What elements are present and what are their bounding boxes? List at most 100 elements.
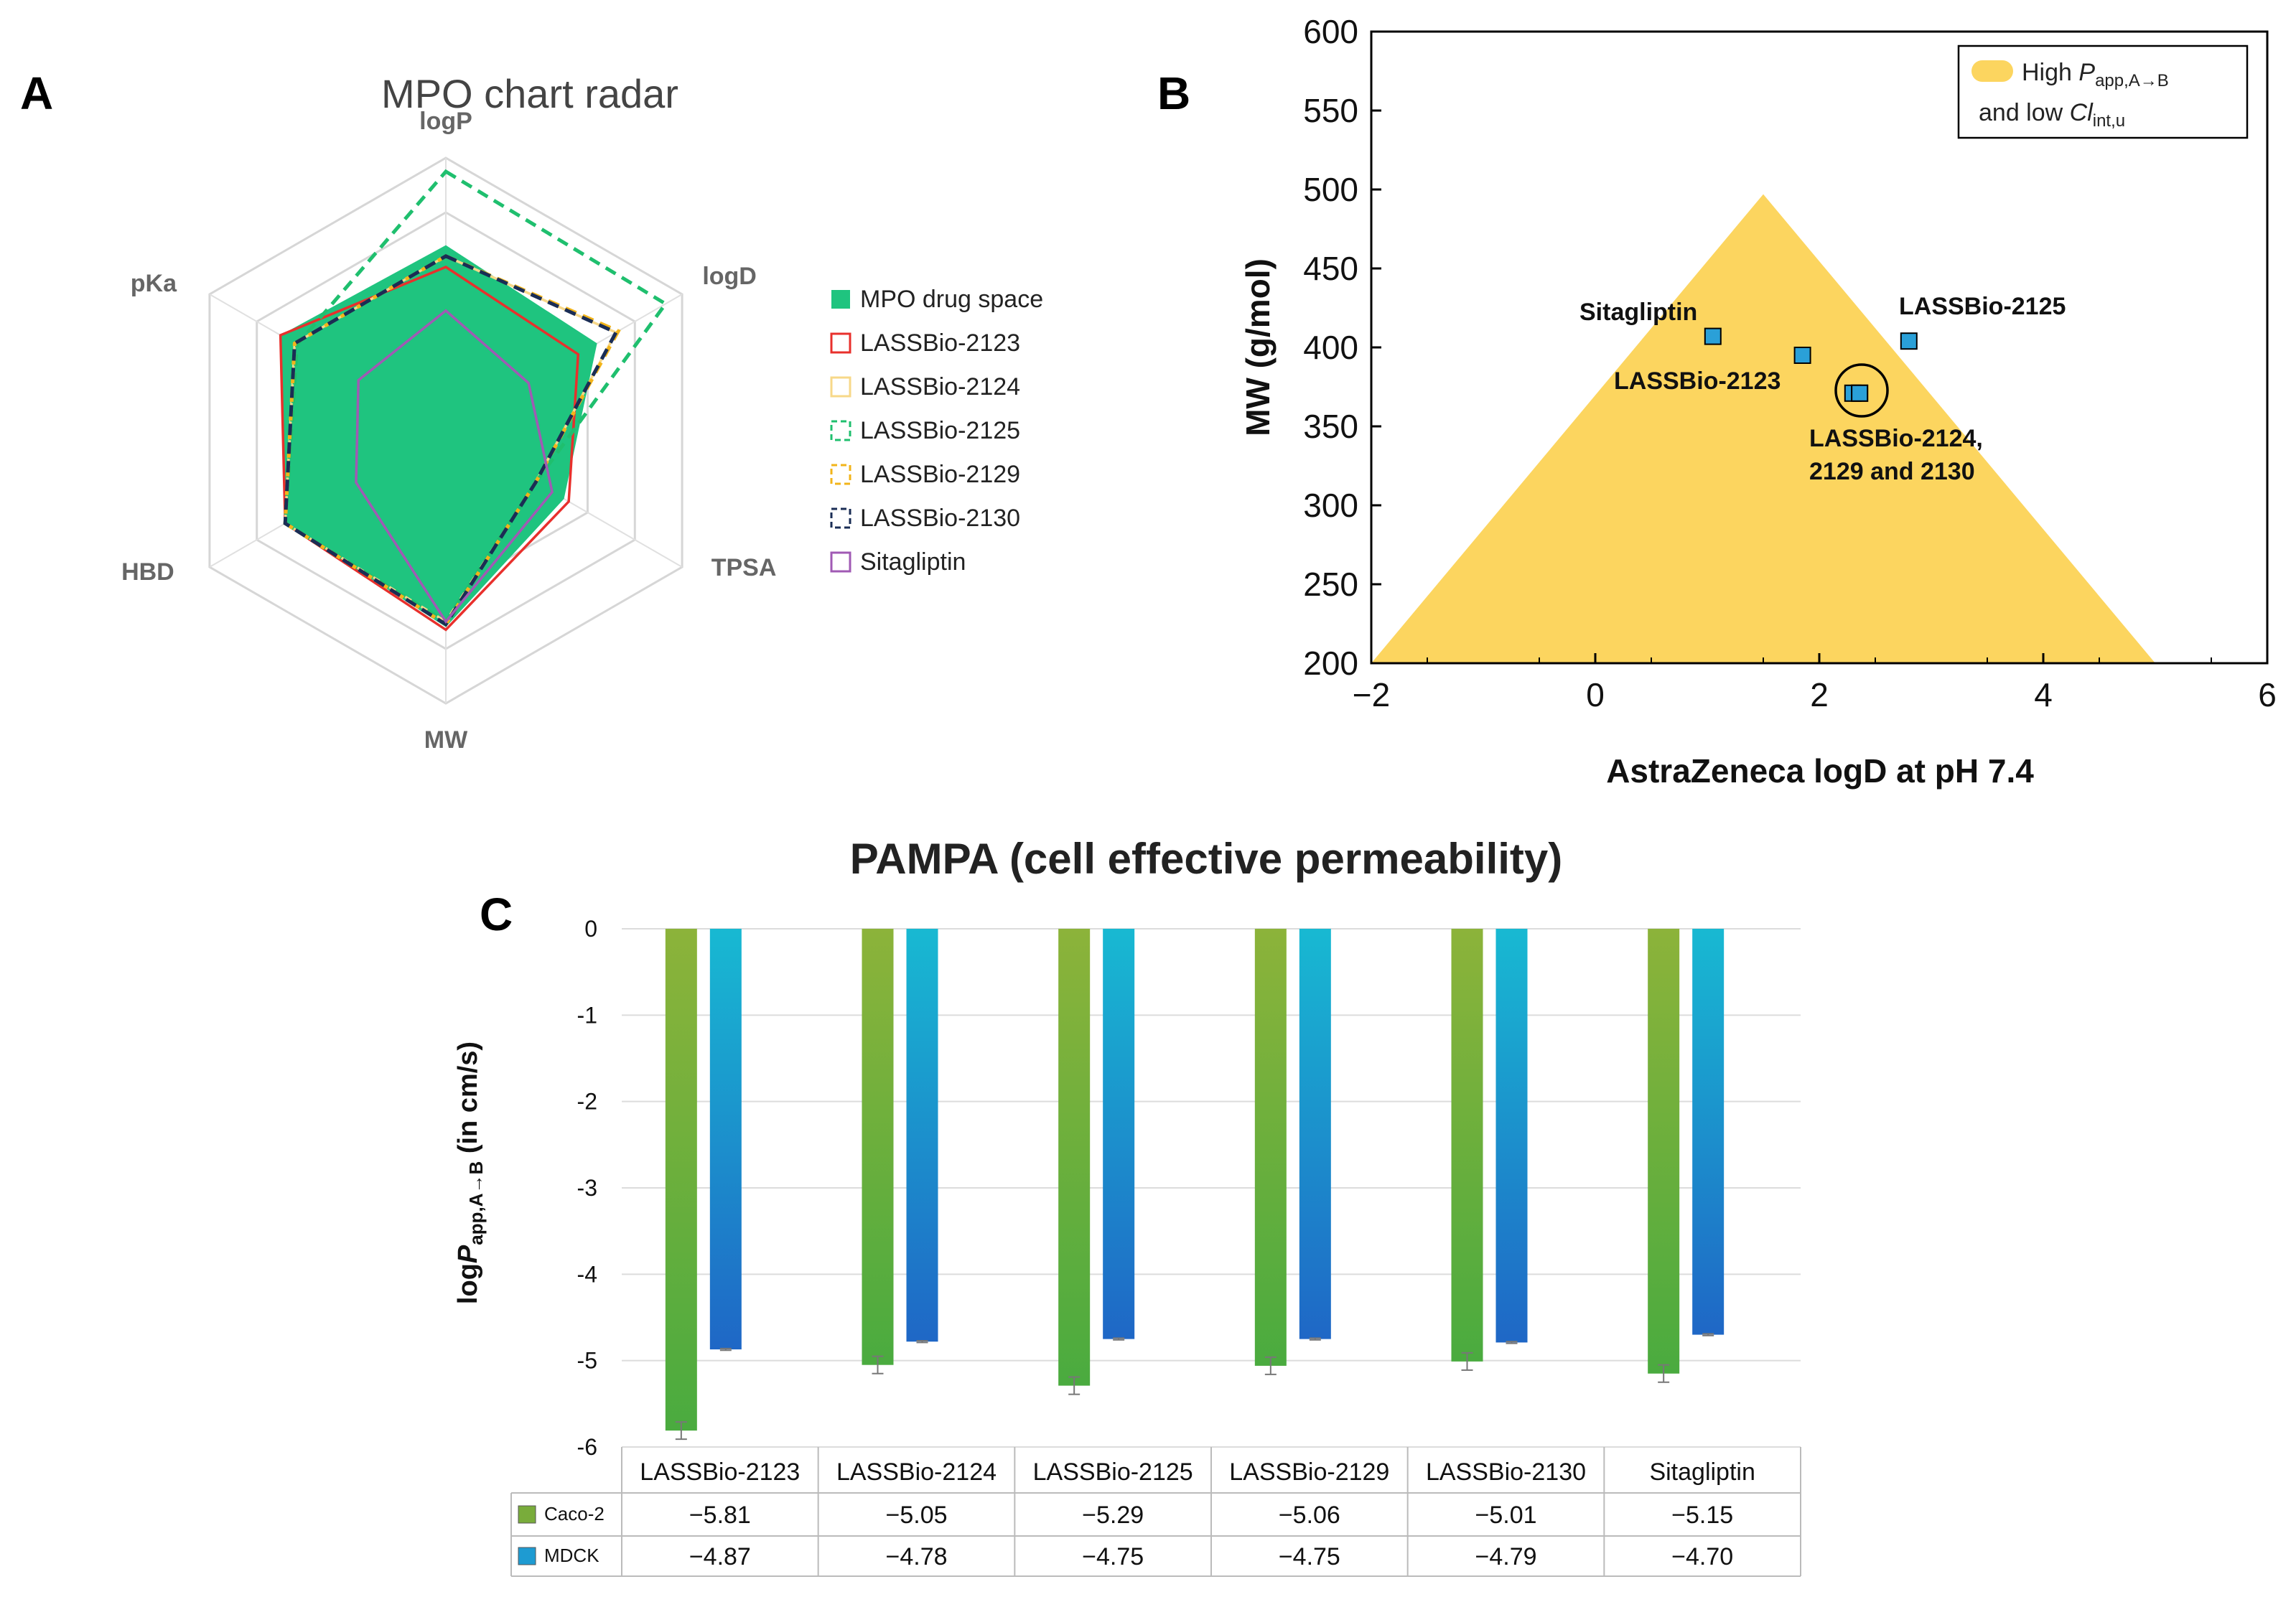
radar-series-mpo-drug-space (280, 245, 597, 627)
legend-item-lassbio-2130: LASSBio-2130 (830, 505, 1020, 532)
table-header-lassbio-2125: LASSBio-2125 (1033, 1458, 1193, 1486)
legend-label-lassbio-2125: LASSBio-2125 (860, 417, 1020, 444)
radar-axis-labels: logP logD TPSA MW HBD pKa (121, 108, 776, 754)
scatter-y-label: MW (g/mol) (1239, 258, 1277, 436)
legend-item-sitagliptin: Sitagliptin (830, 548, 966, 576)
bar-caco-2-sitagliptin (1648, 929, 1680, 1374)
table-cell-mdck-4: −4.79 (1475, 1543, 1536, 1570)
label-group-line2: 2129 and 2130 (1809, 458, 1975, 485)
legend-item-lassbio-2125: LASSBio-2125 (830, 417, 1020, 444)
table-cell-mdck-5: −4.70 (1671, 1543, 1733, 1570)
scatter-x-tick-label-2: 2 (1810, 676, 1829, 713)
table-cell-caco-2-1: −5.05 (885, 1502, 947, 1529)
legend-label-sitagliptin: Sitagliptin (860, 548, 966, 576)
bar-y-tick-label-2: -2 (577, 1089, 597, 1115)
bar-y-tick-label-3: -3 (577, 1175, 597, 1201)
bar-caco-2-lassbio-2125 (1058, 929, 1091, 1386)
table-cell-mdck-0: −4.87 (689, 1543, 751, 1570)
table-row-label-caco-2: Caco-2 (544, 1503, 605, 1525)
table-cell-mdck-3: −4.75 (1279, 1543, 1340, 1570)
panel-letter-b: B (1157, 67, 1190, 119)
radar-axis-label-pka: pKa (131, 270, 177, 297)
radar-axis-label-logd: logD (702, 263, 757, 290)
bar-y-tick-label-0: 0 (584, 916, 597, 942)
table-cell-mdck-2: −4.75 (1082, 1543, 1144, 1570)
scatter-point-lassbio-2123 (1793, 347, 1811, 364)
radar-title: MPO chart radar (381, 71, 678, 116)
panel-b: B −2 0 2 4 6 200 250 300 350 400 450 500 550 600 Astr… (1157, 13, 2277, 790)
table-header-lassbio-2130: LASSBio-2130 (1426, 1458, 1586, 1486)
bar-y-tick-label-6: -6 (577, 1434, 597, 1460)
legend-swatch-lassbio-2123 (830, 332, 851, 354)
label-sitagliptin: Sitagliptin (1579, 299, 1697, 326)
legend-item-lassbio-2129: LASSBio-2129 (830, 461, 1020, 488)
radar-axis-label-hbd: HBD (121, 558, 174, 586)
scatter-y-tick-label-1: 250 (1303, 566, 1358, 603)
legend-label-lassbio-2130: LASSBio-2130 (860, 505, 1020, 532)
radar-legend: MPO drug space LASSBio-2123 LASSBio-2124 LA… (830, 286, 1043, 576)
panel-a: A MPO chart radar logP logD TPSA MW HBD pKa M… (20, 67, 1043, 754)
table-legend-swatch-caco-2 (518, 1505, 536, 1524)
bar-caco-2-lassbio-2129 (1254, 929, 1287, 1366)
legend-swatch-lassbio-2130 (830, 507, 851, 529)
bar-mdck-sitagliptin (1692, 929, 1725, 1335)
radar-series-sitagliptin (355, 309, 554, 624)
bar-mdck-lassbio-2125 (1103, 929, 1135, 1339)
bar-y-tick-label-5: -5 (577, 1348, 597, 1374)
legend-label-lassbio-2129: LASSBio-2129 (860, 461, 1020, 488)
table-header-lassbio-2129: LASSBio-2129 (1229, 1458, 1389, 1486)
scatter-point-sitagliptin (1704, 327, 1722, 345)
legend-swatch-lassbio-2129 (830, 464, 851, 485)
bar-caco-2-lassbio-2124 (862, 929, 894, 1365)
table-cell-caco-2-2: −5.29 (1082, 1502, 1144, 1529)
legend-swatch-region (1971, 60, 2013, 82)
legend-label-lassbio-2124: LASSBio-2124 (860, 373, 1020, 401)
bar-table: LASSBio-2123 LASSBio-2124 LASSBio-2125 LASS… (510, 1447, 1801, 1577)
legend-item-lassbio-2124: LASSBio-2124 (830, 373, 1020, 401)
scatter-y-tick-label-4: 400 (1303, 329, 1358, 366)
panel-letter-a: A (20, 67, 53, 119)
bar-caco-2-lassbio-2123 (665, 929, 697, 1431)
scatter-y-tick-label-6: 500 (1303, 171, 1358, 208)
legend-label-mpo-drug-space: MPO drug space (860, 286, 1043, 313)
radar-series-lassbio-2123 (279, 266, 580, 632)
scatter-x-label: AstraZeneca logD at pH 7.4 (1606, 752, 2034, 790)
bar-y-tick-label-4: -4 (577, 1261, 597, 1287)
radar-axis-label-tpsa: TPSA (711, 554, 777, 581)
scatter-ticks: −2 0 2 4 6 200 250 300 350 400 450 500 550 600 (1303, 13, 2277, 713)
radar-axis-label-logp: logP (419, 108, 472, 135)
label-lassbio-2125: LASSBio-2125 (1899, 293, 2066, 320)
bar-mdck-lassbio-2129 (1299, 929, 1331, 1339)
bar-y-tick-label-1: -1 (577, 1002, 597, 1028)
table-header-sitagliptin: Sitagliptin (1649, 1458, 1755, 1486)
legend-item-mpo-drug-space: MPO drug space (831, 286, 1043, 313)
legend-swatch-mpo-drug-space (831, 290, 850, 309)
legend-swatch-lassbio-2125 (830, 420, 851, 441)
scatter-y-tick-label-7: 550 (1303, 92, 1358, 129)
group-highlight-circle (1834, 363, 1889, 418)
scatter-x-tick-label-4: 6 (2258, 676, 2277, 713)
radar-series-lassbio-2130 (283, 253, 619, 627)
radar-axis-label-mw: MW (424, 726, 468, 754)
scatter-points (1704, 327, 1918, 402)
panel-c: C PAMPA (cell effective permeability) 0 -… (453, 835, 1801, 1577)
label-lassbio-2123: LASSBio-2123 (1614, 367, 1781, 395)
scatter-region (1371, 194, 2155, 664)
legend-swatch-lassbio-2124 (830, 376, 851, 398)
table-cell-caco-2-3: −5.06 (1279, 1502, 1340, 1529)
table-cell-caco-2-0: −5.81 (689, 1502, 751, 1529)
scatter-y-tick-label-0: 200 (1303, 645, 1358, 682)
label-group-line1: LASSBio-2124, (1809, 425, 1983, 452)
legend-swatch-sitagliptin (830, 551, 851, 573)
bar-marks (665, 929, 1725, 1441)
scatter-y-tick-label-5: 450 (1303, 250, 1358, 287)
table-cell-mdck-1: −4.78 (885, 1543, 947, 1570)
table-cell-caco-2-5: −5.15 (1671, 1502, 1733, 1529)
bar-title: PAMPA (cell effective permeability) (850, 835, 1563, 883)
high-permeability-region (1371, 194, 2155, 664)
legend-line1: High Papp,A→B (2022, 59, 2169, 90)
table-legend-swatch-mdck (518, 1547, 536, 1565)
bar-caco-2-lassbio-2130 (1451, 929, 1483, 1362)
table-header-lassbio-2123: LASSBio-2123 (640, 1458, 800, 1486)
legend-line2: and low Clint,u (1979, 99, 2125, 131)
